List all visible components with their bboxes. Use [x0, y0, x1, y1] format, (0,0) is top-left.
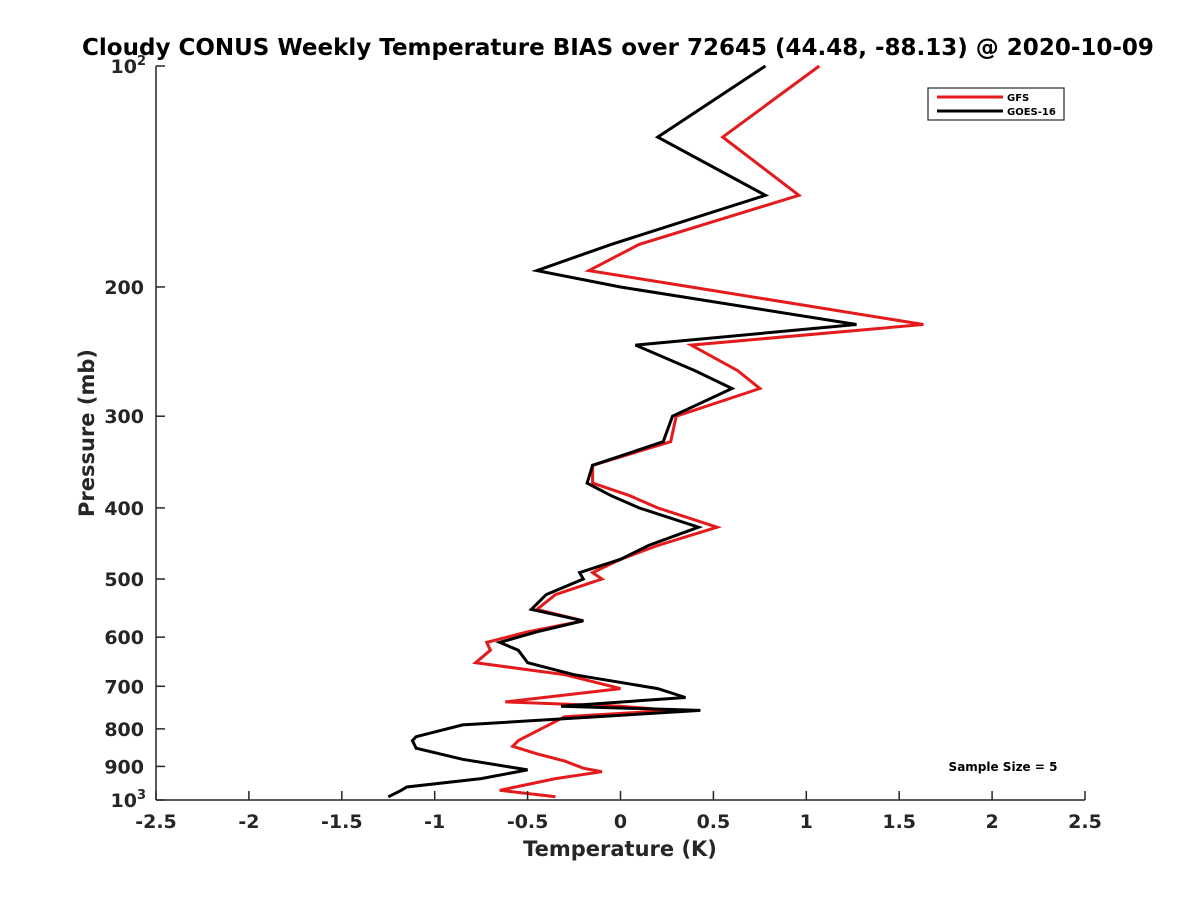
y-tick-base: 10 [111, 56, 137, 78]
y-axis-label: Pressure (mb) [75, 349, 99, 517]
y-tick-base: 10 [111, 790, 137, 812]
x-tick-label: 1.5 [882, 811, 916, 833]
y-tick-label: 900 [104, 756, 144, 778]
x-tick-label: -1 [424, 811, 445, 833]
y-tick-label: 200 [104, 277, 144, 299]
x-tick-label: 0.5 [697, 811, 731, 833]
y-tick-label: 300 [104, 406, 144, 428]
x-axis-ticks: -2.5 -2 -1.5 -1 -0.5 0 0.5 1 1.5 2 2.5 [135, 791, 1102, 833]
y-tick-label: 700 [104, 676, 144, 698]
series-line-gfs [472, 64, 924, 799]
legend-label-goes-16: GOES-16 [1007, 107, 1056, 118]
y-tick-label: 103 [111, 788, 147, 812]
x-tick-label: -0.5 [507, 811, 549, 833]
y-tick-exponent: 3 [137, 788, 146, 803]
legend: GFS GOES-16 [927, 87, 1065, 121]
x-tick-label: -2.5 [135, 811, 177, 833]
x-tick-label: 2 [985, 811, 998, 833]
y-tick-label: 102 [111, 54, 147, 78]
chart-title: Cloudy CONUS Weekly Temperature BIAS ove… [82, 35, 1154, 61]
x-tick-label: -1.5 [321, 811, 363, 833]
y-tick-label: 500 [104, 569, 144, 591]
x-tick-label: 1 [800, 811, 813, 833]
y-tick-label: 400 [104, 498, 144, 520]
x-tick-label: 0 [614, 811, 627, 833]
y-tick-label: 800 [104, 719, 144, 741]
y-tick-exponent: 2 [137, 54, 146, 69]
x-axis-label: Temperature (K) [523, 837, 717, 861]
legend-box [927, 87, 1065, 121]
x-tick-label: -2 [238, 811, 259, 833]
sample-size-annotation: Sample Size = 5 [949, 760, 1058, 774]
x-tick-label: 2.5 [1068, 811, 1102, 833]
series-line-goes-16 [387, 64, 857, 799]
legend-label-gfs: GFS [1007, 93, 1029, 104]
plot-area [387, 64, 924, 799]
y-tick-label: 600 [104, 627, 144, 649]
